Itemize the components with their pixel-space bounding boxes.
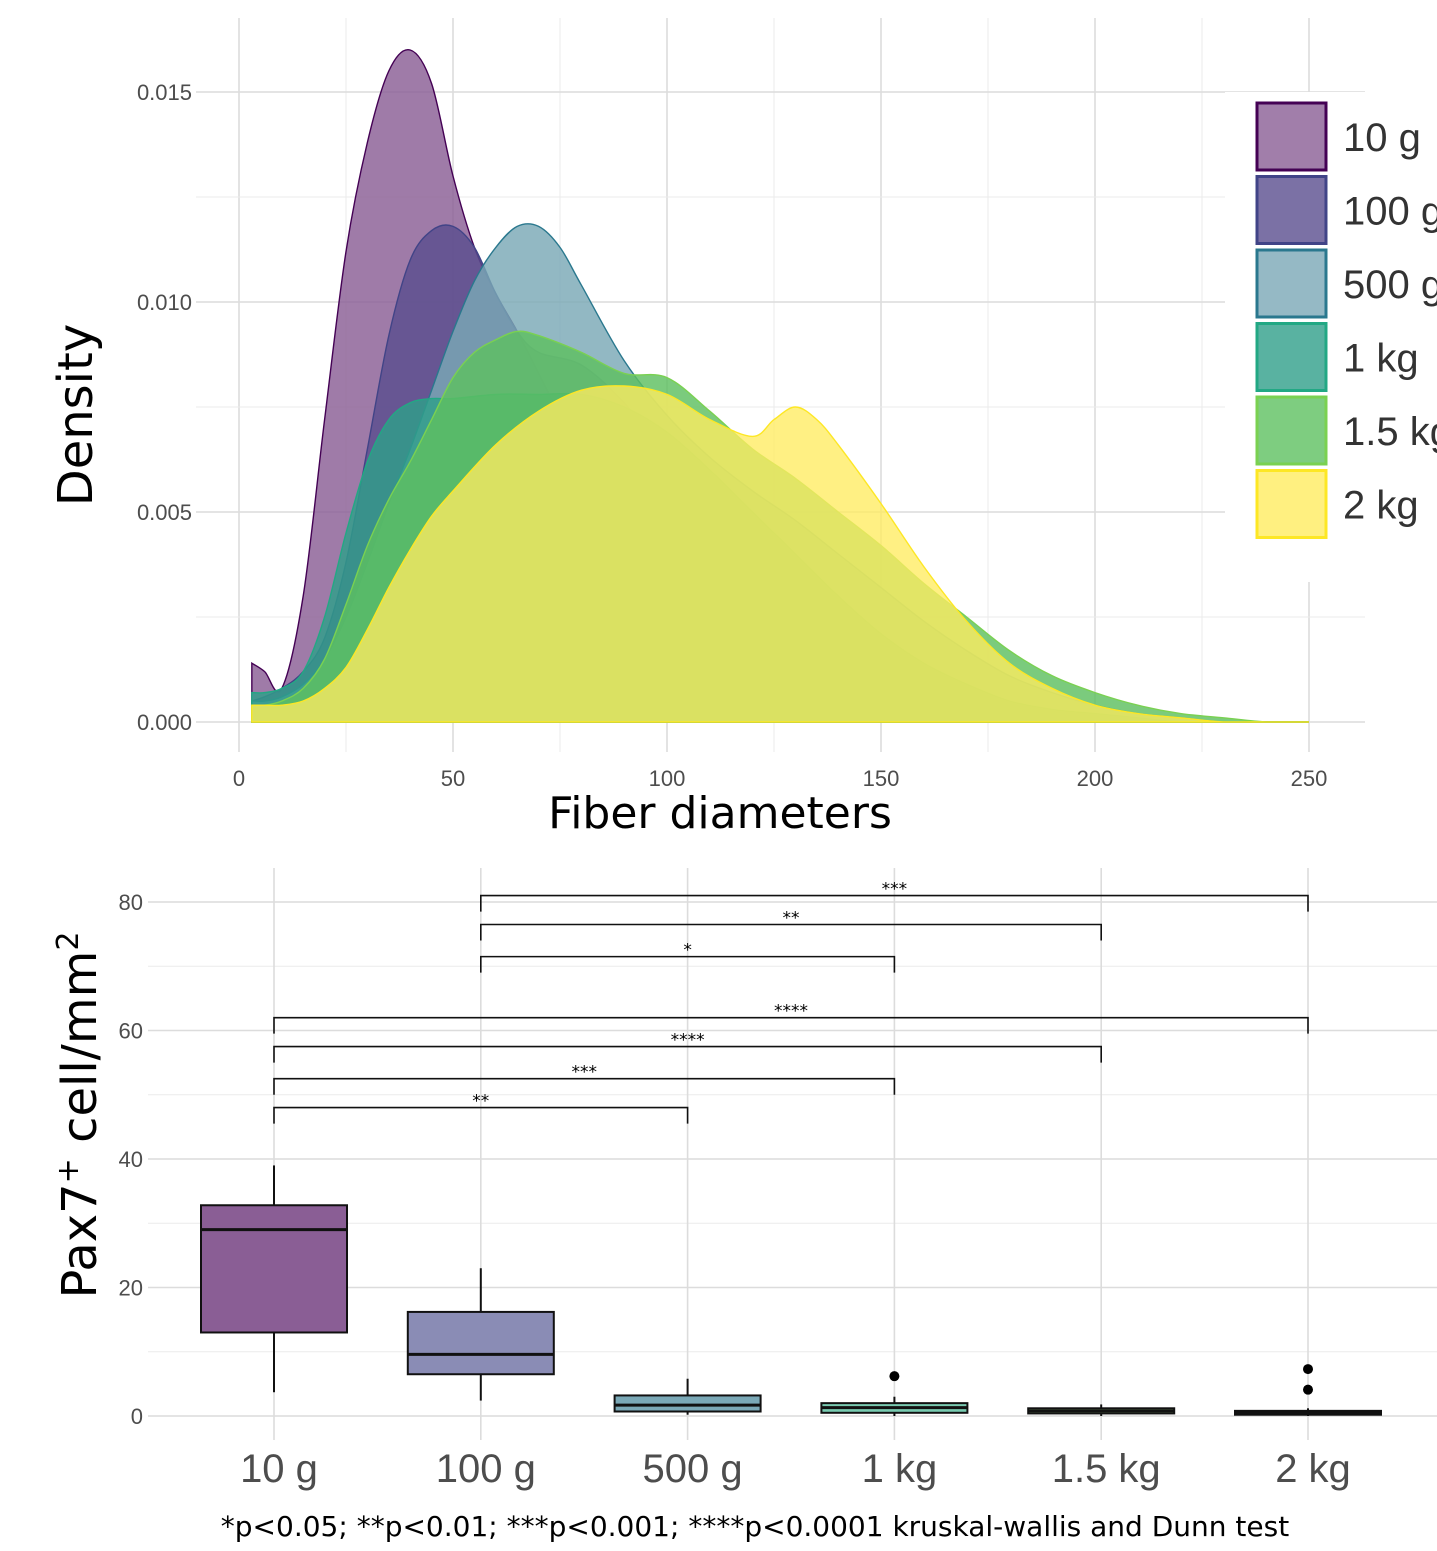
legend-label: 1 kg bbox=[1343, 337, 1419, 381]
significance-bracket: **** bbox=[273, 1031, 1102, 1063]
legend-key bbox=[1255, 248, 1328, 319]
significance-label: ** bbox=[783, 908, 800, 928]
bracket-line bbox=[480, 894, 1309, 912]
box-series bbox=[200, 1165, 1382, 1416]
density-x-axis-label: Fiber diameters bbox=[548, 788, 892, 839]
box-y-ticks: 0 20 40 60 80 bbox=[119, 890, 143, 1429]
box-y-tick-label: 0 bbox=[131, 1404, 143, 1429]
density-x-ticks: 0 50 100 150 200 250 bbox=[233, 766, 1327, 791]
box-x-tick-label: 500 g bbox=[643, 1447, 743, 1491]
density-y-tick-label: 0.010 bbox=[137, 290, 192, 315]
significance-label: *** bbox=[571, 1063, 597, 1083]
density-y-tick-label: 0.005 bbox=[137, 500, 192, 525]
outlier-point bbox=[1303, 1364, 1313, 1375]
density-x-tick-label: 150 bbox=[863, 766, 900, 791]
significance-label: * bbox=[683, 941, 692, 961]
density-y-axis-label: Density bbox=[48, 324, 104, 506]
density-x-tick-label: 200 bbox=[1077, 766, 1114, 791]
box-x-tick-label: 1 kg bbox=[862, 1447, 938, 1491]
bracket-line bbox=[480, 955, 896, 973]
legend-label: 500 g bbox=[1343, 263, 1437, 307]
bracket-line bbox=[480, 923, 1102, 941]
density-x-tick-label: 0 bbox=[233, 766, 245, 791]
significance-bracket: ** bbox=[273, 1092, 689, 1124]
significance-label: *** bbox=[882, 880, 908, 900]
density-legend: 10 g 100 g 500 g 1 kg 1.5 kg 2 kg bbox=[1225, 92, 1437, 582]
box-1-5-kg bbox=[1027, 1404, 1176, 1416]
box-y-tick-label: 60 bbox=[119, 1019, 143, 1044]
box-gridlines bbox=[148, 868, 1437, 1440]
bracket-line bbox=[273, 1016, 1309, 1034]
significance-bracket: **** bbox=[273, 1002, 1309, 1034]
bracket-line bbox=[273, 1045, 1102, 1063]
significance-bracket: *** bbox=[480, 880, 1309, 912]
box-iqr bbox=[200, 1204, 348, 1334]
box-y-tick-label: 40 bbox=[119, 1147, 143, 1172]
density-x-tick-label: 250 bbox=[1291, 766, 1328, 791]
outlier-point bbox=[889, 1371, 900, 1382]
bracket-line bbox=[273, 1077, 896, 1095]
bracket-line bbox=[273, 1106, 689, 1124]
box-y-axis-label: Pax7+ cell/mm2 bbox=[51, 932, 108, 1299]
legend-key bbox=[1255, 322, 1328, 392]
legend-key bbox=[1255, 395, 1328, 466]
box-y-tick-label: 80 bbox=[119, 890, 143, 915]
box-x-tick-label: 100 g bbox=[436, 1447, 536, 1491]
significance-label: **** bbox=[774, 1002, 808, 1022]
box-x-tick-label: 2 kg bbox=[1275, 1447, 1351, 1491]
density-x-tick-label: 50 bbox=[441, 766, 465, 791]
significance-bracket: ** bbox=[480, 908, 1102, 941]
legend-label: 100 g bbox=[1343, 190, 1437, 234]
density-areas bbox=[251, 48, 1309, 723]
significance-label: **** bbox=[671, 1031, 705, 1051]
legend-label: 2 kg bbox=[1343, 484, 1419, 528]
box-iqr bbox=[406, 1310, 555, 1376]
legend-key bbox=[1255, 101, 1328, 172]
box-x-tick-label: 1.5 kg bbox=[1052, 1447, 1161, 1491]
box-2-kg bbox=[1234, 1364, 1382, 1416]
density-area-2-kg bbox=[251, 385, 1309, 723]
legend-label: 1.5 kg bbox=[1343, 410, 1437, 454]
box-y-tick-label: 20 bbox=[119, 1276, 143, 1301]
legend-key bbox=[1255, 175, 1328, 245]
legend-label: 10 g bbox=[1343, 116, 1421, 160]
legend-key bbox=[1255, 469, 1328, 539]
density-y-ticks: 0.000 0.005 0.010 0.015 bbox=[137, 80, 192, 735]
box-x-ticks: 10 g 100 g 500 g 1 kg 1.5 kg 2 kg bbox=[240, 1447, 1351, 1491]
box-1-kg bbox=[820, 1371, 969, 1416]
density-y-tick-label: 0.015 bbox=[137, 80, 192, 105]
significance-bracket: * bbox=[480, 941, 896, 973]
significance-label: ** bbox=[472, 1092, 489, 1112]
density-x-tick-label: 100 bbox=[649, 766, 686, 791]
significance-bracket: *** bbox=[273, 1063, 896, 1095]
footnote: *p<0.05; **p<0.01; ***p<0.001; ****p<0.0… bbox=[221, 1510, 1289, 1543]
significance-brackets: ******************* bbox=[273, 880, 1309, 1124]
box-100-g bbox=[406, 1268, 555, 1401]
box-iqr bbox=[613, 1394, 762, 1413]
density-chart: 0.000 0.005 0.010 0.015 0 50 100 150 200 250 Fib… bbox=[48, 18, 1437, 839]
box-10-g bbox=[200, 1165, 348, 1393]
box-500-g bbox=[613, 1378, 762, 1415]
density-y-tick-label: 0.000 bbox=[137, 710, 192, 735]
box-x-tick-label: 10 g bbox=[240, 1447, 318, 1491]
outlier-point bbox=[1303, 1384, 1313, 1395]
